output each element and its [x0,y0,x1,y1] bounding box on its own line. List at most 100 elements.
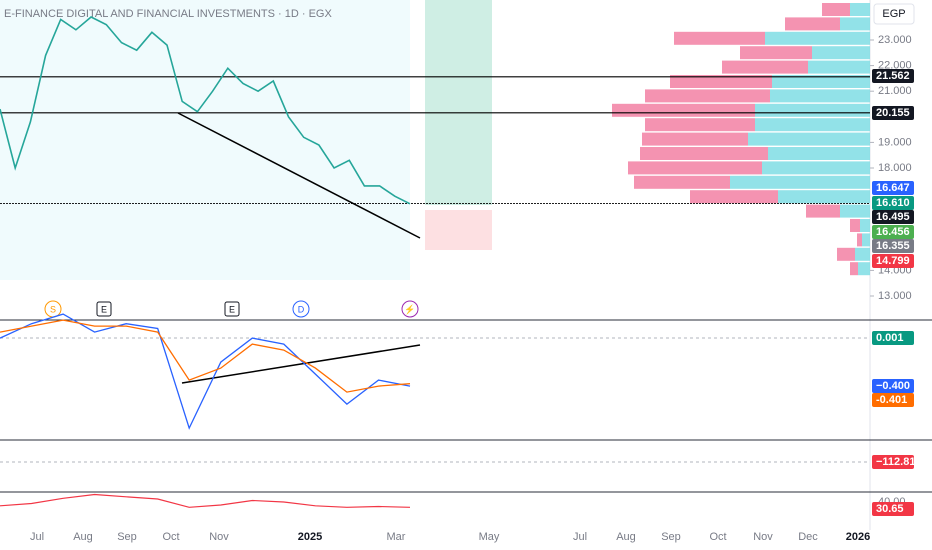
profile-buy [855,247,870,261]
profile-sell [634,175,730,189]
profile-buy [840,17,870,31]
profile-buy [755,103,870,117]
price-badge-label: -0.401 [876,394,907,406]
price-badge-label: 16.355 [876,240,910,252]
price-badge-label: 16.456 [876,226,910,238]
time-label: Sep [661,531,681,543]
profile-sell [642,132,748,146]
profile-buy [812,46,870,60]
session-shade [0,0,410,280]
currency-box[interactable] [873,3,915,25]
time-label: Jul [30,531,44,543]
price-badge-label: 14.799 [876,255,910,267]
profile-sell [674,31,765,45]
profile-buy [762,161,870,175]
chart-title: E-FINANCE DIGITAL AND FINANCIAL INVESTME… [4,8,332,20]
time-label: Sep [117,531,137,543]
rsi-line [0,493,411,508]
event-marker [96,301,112,317]
profile-sell [740,46,812,60]
price-badge-label: −112.81 K [876,456,927,468]
chart-layer: 23.00022.00021.00019.00018.00014.00013.0… [0,3,927,543]
profile-sell [857,233,862,247]
price-badge [872,455,914,469]
profile-sell [645,118,755,132]
event-marker [224,301,240,317]
price-badge [872,331,914,345]
time-label: 2025 [298,531,322,543]
price-tick-label: 23.000 [878,34,912,46]
profile-buy [730,175,870,189]
time-label: Dec [798,531,818,543]
price-tick-label: 19.000 [878,136,912,148]
price-badge [872,239,914,253]
macd-trend-line [181,344,421,384]
profile-sell [822,3,850,16]
profile-buy [768,147,870,160]
price-tick-label: 18.000 [878,162,912,174]
price-badge-label: 16.610 [876,197,910,209]
time-label: Oct [709,531,726,543]
profile-sell [850,262,858,276]
profile-sell [785,17,840,31]
profile-sell [850,219,860,232]
price-badge [872,379,914,393]
profile-buy [840,204,870,218]
price-badge-label: 30.65 [876,503,904,515]
profile-buy [850,3,870,16]
profile-buy [778,190,870,204]
price-badge-label: 16.495 [876,211,910,223]
price-badge-label: −0.400 [876,380,910,392]
event-marker [292,300,310,318]
time-label: Nov [209,531,229,543]
signal-line [0,319,411,393]
profile-sell [612,103,755,117]
time-label: Oct [162,531,179,543]
profile-sell [670,75,772,88]
time-label: Mar [387,531,406,543]
profile-sell [628,161,762,175]
event-label: E [229,304,235,314]
profile-sell [690,190,778,204]
price-badge [872,69,914,83]
profile-buy [772,75,870,88]
price-badge [872,225,914,239]
time-label: Aug [73,531,93,543]
trend-line [177,112,421,239]
price-tick-label: 21.000 [878,85,912,97]
profile-buy [860,219,870,232]
profile-sell [645,89,770,103]
price-badge-label: 20.155 [876,107,910,119]
profile-sell [806,204,840,218]
long-stop-zone [425,210,492,250]
price-badge [872,210,914,224]
profile-buy [862,233,870,247]
price-badge [872,106,914,120]
price-line [0,16,411,205]
profile-sell [837,247,855,261]
profile-buy [765,31,870,45]
currency[interactable]: EGP [882,8,905,20]
price-badge [872,181,914,195]
event-label: S [50,304,56,314]
profile-buy [858,262,870,276]
macd-line [0,313,411,430]
time-label: Aug [616,531,636,543]
long-target-zone [425,0,492,205]
profile-sell [722,60,808,74]
profile-buy [808,60,870,74]
profile-sell [640,147,768,160]
price-badge [872,196,914,210]
event-label: D [298,304,305,314]
time-label: Nov [753,531,773,543]
profile-buy [748,132,870,146]
profile-buy [770,89,870,103]
event-label: ⚡ [404,303,415,315]
price-badge [872,502,914,516]
event-marker [401,300,419,318]
event-label: E [101,304,107,314]
time-label: May [479,531,500,543]
price-tick-label: 22.000 [878,60,912,72]
price-badge-label: 0.001 [876,332,904,344]
